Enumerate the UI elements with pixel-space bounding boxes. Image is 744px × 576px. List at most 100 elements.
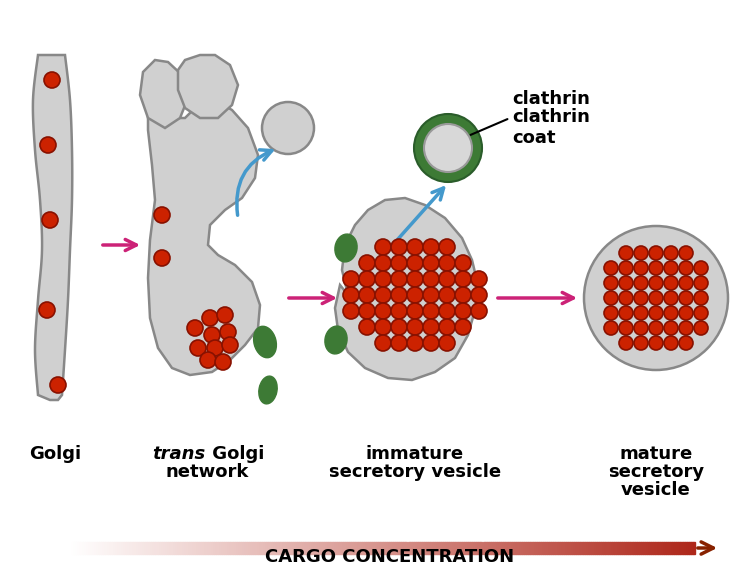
Bar: [155, 542, 158, 554]
Circle shape: [604, 291, 618, 305]
Bar: [543, 542, 545, 554]
Circle shape: [375, 287, 391, 303]
Text: Golgi: Golgi: [206, 445, 264, 463]
Circle shape: [154, 207, 170, 223]
Bar: [478, 542, 481, 554]
Bar: [624, 542, 626, 554]
Bar: [449, 542, 452, 554]
Bar: [462, 542, 464, 554]
Bar: [410, 542, 411, 554]
Bar: [337, 542, 339, 554]
Bar: [645, 542, 647, 554]
Bar: [307, 542, 310, 554]
Bar: [432, 542, 434, 554]
Bar: [95, 542, 97, 554]
Circle shape: [471, 287, 487, 303]
Bar: [647, 542, 650, 554]
Bar: [403, 542, 405, 554]
Bar: [158, 542, 159, 554]
Circle shape: [634, 321, 648, 335]
Bar: [347, 542, 349, 554]
Bar: [260, 542, 262, 554]
Bar: [474, 542, 476, 554]
Bar: [487, 542, 489, 554]
Bar: [356, 542, 358, 554]
Circle shape: [679, 261, 693, 275]
Bar: [237, 542, 239, 554]
Bar: [578, 542, 580, 554]
Text: vesicle: vesicle: [621, 481, 691, 499]
Bar: [310, 542, 312, 554]
Bar: [138, 542, 141, 554]
Bar: [493, 542, 495, 554]
Circle shape: [634, 336, 648, 350]
Bar: [93, 542, 95, 554]
Circle shape: [423, 255, 439, 271]
Bar: [429, 542, 431, 554]
Circle shape: [455, 255, 471, 271]
Bar: [431, 542, 432, 554]
Bar: [541, 542, 543, 554]
Bar: [226, 542, 228, 554]
Circle shape: [604, 276, 618, 290]
Circle shape: [391, 239, 407, 255]
Bar: [385, 542, 387, 554]
Bar: [286, 542, 289, 554]
Bar: [366, 542, 368, 554]
Polygon shape: [33, 55, 72, 400]
Bar: [536, 542, 539, 554]
Bar: [109, 542, 112, 554]
Bar: [489, 542, 491, 554]
Bar: [547, 542, 549, 554]
Bar: [272, 542, 275, 554]
Bar: [574, 542, 577, 554]
Circle shape: [343, 287, 359, 303]
Bar: [341, 542, 343, 554]
Bar: [684, 542, 687, 554]
Bar: [453, 542, 455, 554]
Bar: [143, 542, 145, 554]
Bar: [559, 542, 562, 554]
Bar: [674, 542, 676, 554]
Bar: [585, 542, 587, 554]
Bar: [224, 542, 226, 554]
Bar: [491, 542, 493, 554]
Bar: [411, 542, 414, 554]
Bar: [554, 542, 556, 554]
Bar: [128, 542, 130, 554]
Circle shape: [439, 335, 455, 351]
Bar: [243, 542, 245, 554]
Bar: [283, 542, 285, 554]
Bar: [335, 542, 337, 554]
Bar: [549, 542, 551, 554]
Bar: [522, 542, 525, 554]
Circle shape: [694, 276, 708, 290]
Bar: [145, 542, 147, 554]
Circle shape: [619, 246, 633, 260]
Bar: [210, 542, 211, 554]
Bar: [234, 542, 237, 554]
Circle shape: [694, 291, 708, 305]
Circle shape: [423, 287, 439, 303]
Bar: [516, 542, 518, 554]
Bar: [83, 542, 85, 554]
Bar: [179, 542, 180, 554]
Bar: [130, 542, 132, 554]
Circle shape: [664, 276, 678, 290]
Bar: [650, 542, 651, 554]
Bar: [518, 542, 520, 554]
Circle shape: [619, 276, 633, 290]
Circle shape: [407, 287, 423, 303]
Bar: [324, 542, 327, 554]
Bar: [351, 542, 353, 554]
Bar: [447, 542, 449, 554]
Circle shape: [222, 337, 238, 353]
Bar: [445, 542, 447, 554]
Bar: [153, 542, 155, 554]
Bar: [530, 542, 533, 554]
Bar: [653, 542, 655, 554]
Bar: [504, 542, 505, 554]
Bar: [72, 542, 74, 554]
Text: mature: mature: [619, 445, 693, 463]
Circle shape: [649, 261, 663, 275]
